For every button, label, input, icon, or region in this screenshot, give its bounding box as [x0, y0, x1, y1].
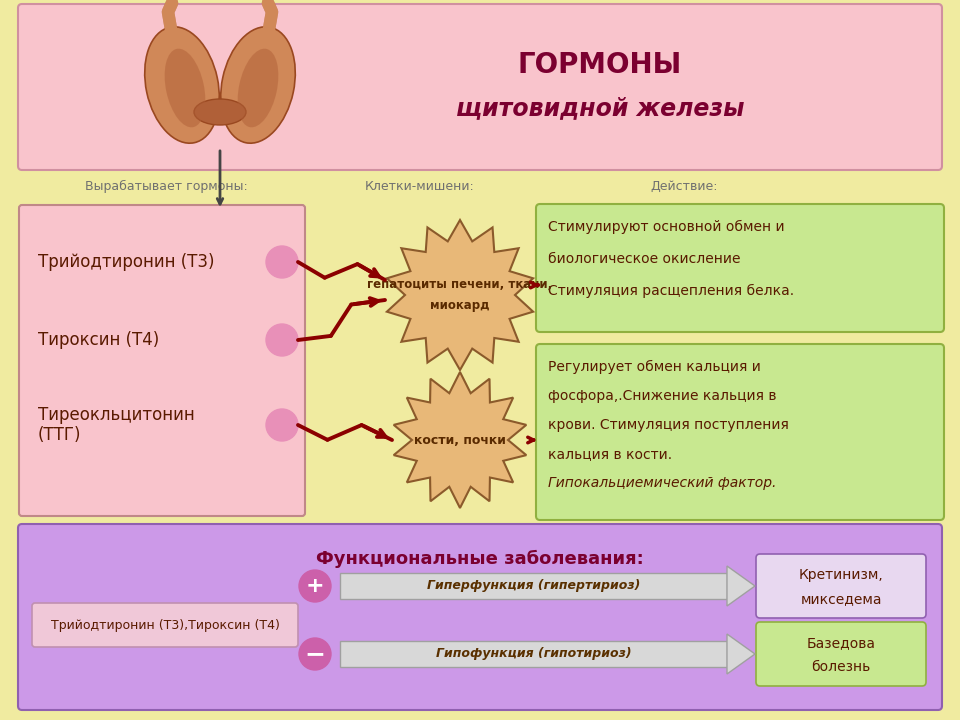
Text: Трийодтиронин (Т3),Тироксин (Т4): Трийодтиронин (Т3),Тироксин (Т4)	[51, 618, 279, 631]
Text: Функциональные заболевания:: Функциональные заболевания:	[316, 550, 644, 568]
Ellipse shape	[238, 49, 278, 127]
FancyBboxPatch shape	[536, 204, 944, 332]
Polygon shape	[727, 634, 755, 674]
Circle shape	[266, 409, 298, 441]
Text: Кретинизм,: Кретинизм,	[799, 568, 883, 582]
Circle shape	[299, 570, 331, 602]
Text: Стимулируют основной обмен и: Стимулируют основной обмен и	[548, 220, 784, 234]
FancyBboxPatch shape	[18, 4, 942, 170]
FancyBboxPatch shape	[756, 622, 926, 686]
Text: Гиперфункция (гипертириоз): Гиперфункция (гипертириоз)	[427, 580, 640, 593]
Text: крови. Стимуляция поступления: крови. Стимуляция поступления	[548, 418, 789, 432]
Text: биологическое окисление: биологическое окисление	[548, 252, 740, 266]
Polygon shape	[727, 566, 755, 606]
Circle shape	[266, 246, 298, 278]
FancyBboxPatch shape	[536, 344, 944, 520]
Text: Действие:: Действие:	[650, 179, 717, 192]
Text: Стимуляция расщепления белка.: Стимуляция расщепления белка.	[548, 284, 794, 298]
FancyBboxPatch shape	[19, 205, 305, 516]
Polygon shape	[387, 220, 533, 370]
Text: +: +	[305, 576, 324, 596]
Text: ГОРМОНЫ: ГОРМОНЫ	[517, 51, 683, 79]
Circle shape	[299, 638, 331, 670]
Text: −: −	[304, 642, 325, 666]
Text: Тиреокльцитонин
(ТТГ): Тиреокльцитонин (ТТГ)	[38, 405, 195, 444]
Text: Гипокальциемический фактор.: Гипокальциемический фактор.	[548, 476, 777, 490]
Circle shape	[266, 324, 298, 356]
Text: Регулирует обмен кальция и: Регулирует обмен кальция и	[548, 360, 761, 374]
Text: микседема: микседема	[801, 592, 881, 606]
Text: болезнь: болезнь	[811, 660, 871, 674]
Text: гепатоциты печени, ткани,: гепатоциты печени, ткани,	[368, 279, 553, 292]
FancyBboxPatch shape	[340, 641, 727, 667]
FancyBboxPatch shape	[340, 573, 727, 599]
Text: кальция в кости.: кальция в кости.	[548, 447, 672, 461]
Text: Базедова: Базедова	[806, 636, 876, 650]
Text: Клетки-мишени:: Клетки-мишени:	[365, 179, 475, 192]
Text: фосфора,.Снижение кальция в: фосфора,.Снижение кальция в	[548, 389, 777, 403]
Ellipse shape	[164, 49, 205, 127]
FancyBboxPatch shape	[756, 554, 926, 618]
Text: Вырабатывает гормоны:: Вырабатывает гормоны:	[85, 179, 248, 192]
Ellipse shape	[194, 99, 246, 125]
FancyBboxPatch shape	[18, 524, 942, 710]
Text: кости, почки: кости, почки	[414, 433, 506, 446]
FancyBboxPatch shape	[32, 603, 298, 647]
Text: щитовидной железы: щитовидной железы	[456, 96, 744, 120]
Polygon shape	[394, 372, 526, 508]
Text: Тироксин (Т4): Тироксин (Т4)	[38, 331, 159, 349]
Text: Гипофункция (гипотириоз): Гипофункция (гипотириоз)	[436, 647, 632, 660]
Ellipse shape	[221, 27, 296, 143]
Ellipse shape	[145, 27, 219, 143]
Text: миокард: миокард	[430, 299, 490, 312]
Text: Трийодтиронин (Т3): Трийодтиронин (Т3)	[38, 253, 214, 271]
